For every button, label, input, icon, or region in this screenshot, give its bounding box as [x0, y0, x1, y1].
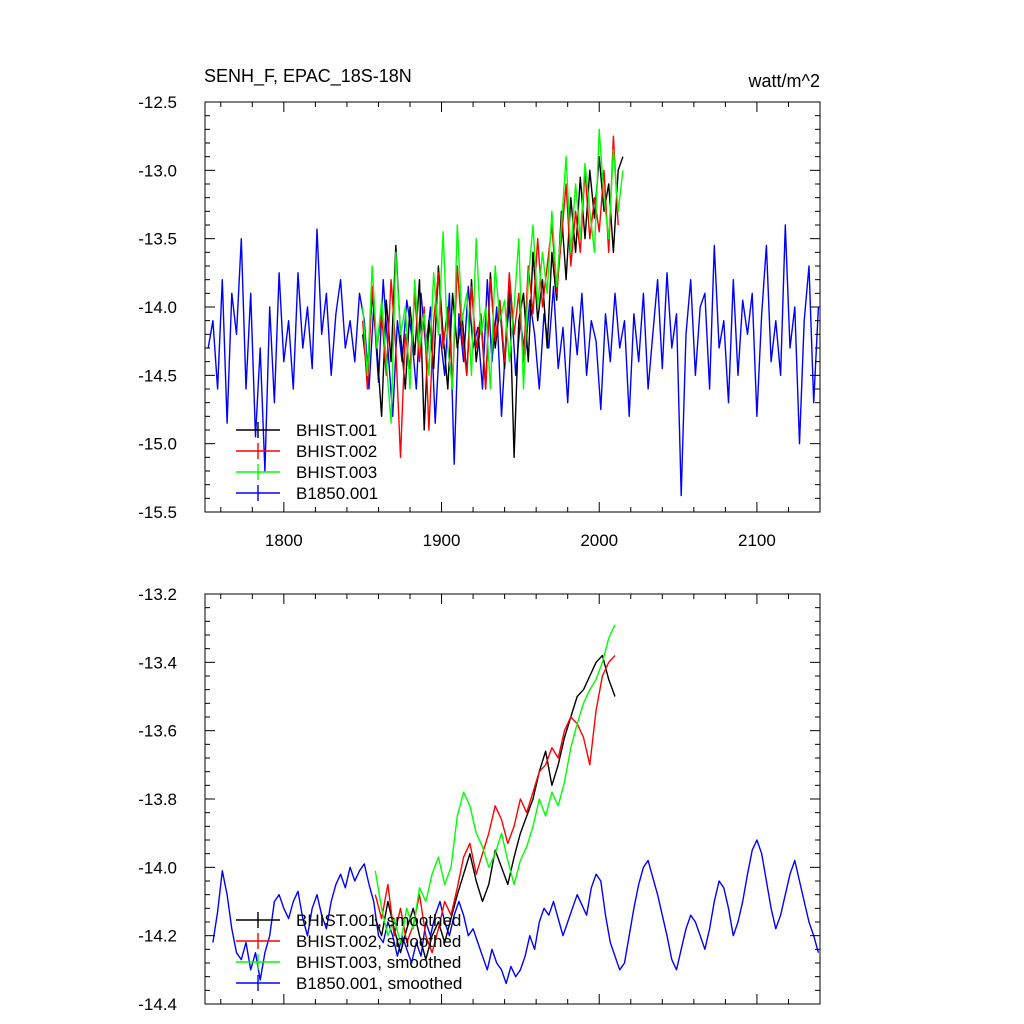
top-legend: BHIST.001 BHIST.002 BHIST.003 B1850.001 — [236, 421, 378, 503]
units-label: watt/m^2 — [748, 71, 820, 91]
y-tick-label: -15.0 — [138, 435, 177, 454]
series-line-bhist-003 — [362, 128, 624, 424]
y-tick-label: -14.0 — [138, 858, 177, 877]
legend-label: BHIST.001 — [296, 421, 377, 440]
bottom-plot-series — [212, 624, 820, 985]
top-plot-series — [207, 128, 820, 497]
top-panel: SENH_F, EPAC_18S-18N watt/m^2 BHIST.001B… — [138, 66, 821, 550]
y-tick-label: -13.6 — [138, 722, 177, 741]
legend-label: B1850.001, smoothed — [296, 974, 462, 993]
y-tick-label: -13.5 — [138, 230, 177, 249]
x-tick-label: 1900 — [423, 531, 461, 550]
y-tick-label: -12.5 — [138, 93, 177, 112]
legend-label: BHIST.001, smoothed — [296, 911, 461, 930]
x-tick-label: 1800 — [265, 531, 303, 550]
legend-label: BHIST.002 — [296, 442, 377, 461]
bottom-legend: BHIST.001, smoothed BHIST.002, smoothed BH… — [236, 911, 462, 993]
y-tick-label: -14.0 — [138, 298, 177, 317]
series-line-b1850-001-smoothed — [212, 839, 820, 985]
x-tick-label: 2000 — [580, 531, 618, 550]
bottom-panel: BHIST.001, smoothed BHIST.002, smoothed BH… — [138, 585, 821, 1014]
legend-label: BHIST.003 — [296, 463, 377, 482]
y-tick-label: -15.5 — [138, 503, 177, 522]
series-line-b1850-001 — [207, 224, 820, 497]
x-tick-label: 2100 — [738, 531, 776, 550]
series-line-bhist-002 — [362, 135, 619, 458]
y-tick-label: -13.2 — [138, 585, 177, 604]
bottom-axes: -13.2 -13.4 -13.6 -13.8 -14.0 -14.2 -14.4 — [138, 585, 821, 1014]
legend-label: BHIST.003, smoothed — [296, 953, 461, 972]
y-tick-label: -14.5 — [138, 366, 177, 385]
y-tick-label: -13.8 — [138, 790, 177, 809]
y-tick-label: -13.0 — [138, 161, 177, 180]
y-tick-label: -13.4 — [138, 653, 177, 672]
legend-label: BHIST.002, smoothed — [296, 932, 461, 951]
series-line-bhist-003-smoothed — [374, 624, 616, 944]
legend-label: B1850.001 — [296, 484, 378, 503]
y-tick-label: -14.2 — [138, 927, 177, 946]
top-axes: 1800 1900 2000 2100 -12.5 -13.0 -13.5 -14.0 -14.… — [138, 93, 821, 550]
y-tick-label: -14.4 — [138, 995, 177, 1014]
chart-title: SENH_F, EPAC_18S-18N — [204, 66, 412, 87]
